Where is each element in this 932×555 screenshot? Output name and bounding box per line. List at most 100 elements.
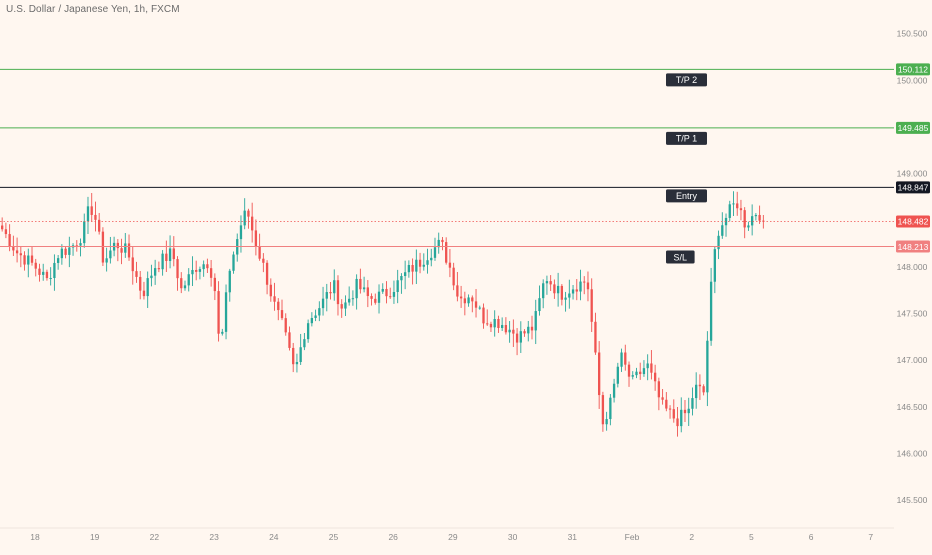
candle-body: [586, 282, 590, 290]
y-tick-label: 146.500: [897, 402, 928, 412]
x-tick-label: Feb: [625, 532, 640, 542]
x-tick-label: 5: [749, 532, 754, 542]
candle-body: [45, 271, 49, 279]
level-price-badge: [896, 121, 930, 134]
candle-body: [191, 269, 194, 275]
candle-body: [407, 264, 411, 273]
candle-body: [176, 259, 179, 279]
candle-body: [362, 287, 366, 290]
candle-body: [743, 210, 746, 228]
x-tick-label: 24: [269, 532, 279, 542]
candle-body: [392, 291, 396, 297]
x-tick-label: 25: [329, 532, 339, 542]
candle-body: [42, 271, 45, 275]
candle-body: [79, 243, 82, 246]
candle-body: [348, 298, 351, 303]
candle-body: [668, 408, 672, 410]
level-tag-bg: [666, 73, 707, 87]
candle-body: [665, 399, 668, 409]
candle-body: [437, 239, 440, 248]
candle-body: [556, 285, 560, 294]
candle-body: [512, 329, 515, 334]
level-tag-bg: [666, 250, 695, 264]
candle-body: [94, 214, 97, 220]
candle-body: [534, 311, 537, 331]
candle-body: [739, 208, 743, 211]
candle-body: [161, 253, 164, 270]
candle-body: [68, 247, 71, 255]
candle-body: [157, 268, 161, 270]
candle-body: [53, 262, 56, 279]
candle-body: [336, 280, 340, 305]
candle-body: [639, 371, 642, 375]
candle-body: [601, 395, 605, 425]
level-tag-label: Entry: [676, 191, 698, 201]
last-price-badge: [896, 215, 930, 228]
candle-body: [497, 319, 500, 329]
candle-body: [318, 308, 321, 316]
candle-body: [754, 214, 758, 217]
candle-body: [269, 284, 272, 297]
candle-body: [180, 278, 183, 289]
candle-body: [396, 280, 399, 292]
level-tag-label: T/P 1: [676, 134, 697, 144]
last-price-label: 148.482: [898, 217, 929, 227]
candle-body: [374, 298, 377, 303]
candle-body: [265, 262, 269, 285]
candle-body: [508, 329, 511, 333]
candle-body: [691, 398, 694, 409]
candle-body: [153, 268, 157, 276]
candle-body: [195, 269, 198, 272]
candle-body: [34, 262, 37, 269]
candle-body: [403, 272, 407, 277]
candle-body: [732, 203, 735, 205]
candle-body: [702, 386, 705, 393]
y-tick-label: 147.000: [897, 355, 928, 365]
candle-body: [553, 284, 556, 294]
candle-body: [75, 245, 78, 247]
candle-body: [545, 281, 549, 284]
candle-body: [441, 239, 444, 243]
candle-body: [695, 384, 698, 399]
candle-body: [8, 234, 11, 247]
candle-body: [292, 347, 295, 365]
candle-body: [105, 258, 108, 263]
candle-body: [594, 321, 597, 353]
candle-body: [306, 323, 310, 340]
candle-body: [646, 363, 649, 369]
y-tick-label: 150.500: [897, 29, 928, 39]
candle-body: [661, 397, 664, 400]
candle-body: [303, 339, 306, 348]
y-tick-label: 146.000: [897, 449, 928, 459]
candle-body: [340, 304, 343, 309]
candle-body: [381, 288, 384, 292]
candle-body: [116, 242, 119, 249]
candle-body: [467, 297, 470, 304]
x-tick-label: 18: [30, 532, 40, 542]
candle-body: [471, 297, 474, 302]
candle-body: [642, 368, 646, 375]
candle-body: [38, 268, 41, 275]
candle-body: [329, 292, 332, 294]
candle-body: [165, 253, 168, 262]
candle-body: [650, 363, 653, 373]
candle-body: [206, 264, 209, 269]
candle-body: [426, 260, 429, 265]
candle-body: [620, 352, 623, 367]
candle-body: [355, 278, 358, 299]
candle-body: [493, 319, 496, 328]
candle-body: [612, 383, 616, 398]
candle-body: [299, 347, 302, 363]
x-tick-label: 19: [90, 532, 100, 542]
candle-body: [564, 297, 567, 300]
candle-body: [448, 262, 452, 268]
y-tick-label: 149.000: [897, 169, 928, 179]
candle-body: [1, 225, 4, 230]
y-tick-label: 150.000: [897, 75, 928, 85]
candle-body: [187, 274, 190, 286]
candle-body: [627, 364, 631, 377]
candle-body: [23, 255, 26, 265]
candle-body: [15, 250, 19, 254]
